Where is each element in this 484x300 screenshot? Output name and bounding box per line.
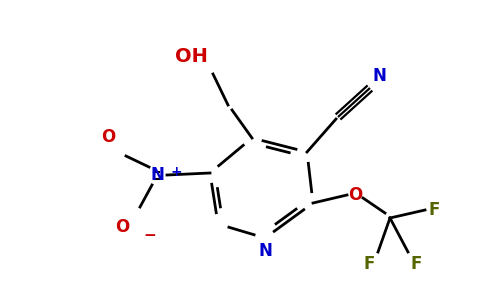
Text: F: F xyxy=(411,255,423,273)
Text: N: N xyxy=(258,242,272,260)
Text: O: O xyxy=(348,186,362,204)
Text: F: F xyxy=(428,201,439,219)
Text: F: F xyxy=(363,255,375,273)
Text: OH: OH xyxy=(175,47,208,66)
Text: +: + xyxy=(170,165,182,179)
Text: −: − xyxy=(143,228,156,243)
Text: N: N xyxy=(372,67,386,85)
Text: O: O xyxy=(115,218,129,236)
Text: O: O xyxy=(101,128,115,146)
Text: N: N xyxy=(150,166,164,184)
